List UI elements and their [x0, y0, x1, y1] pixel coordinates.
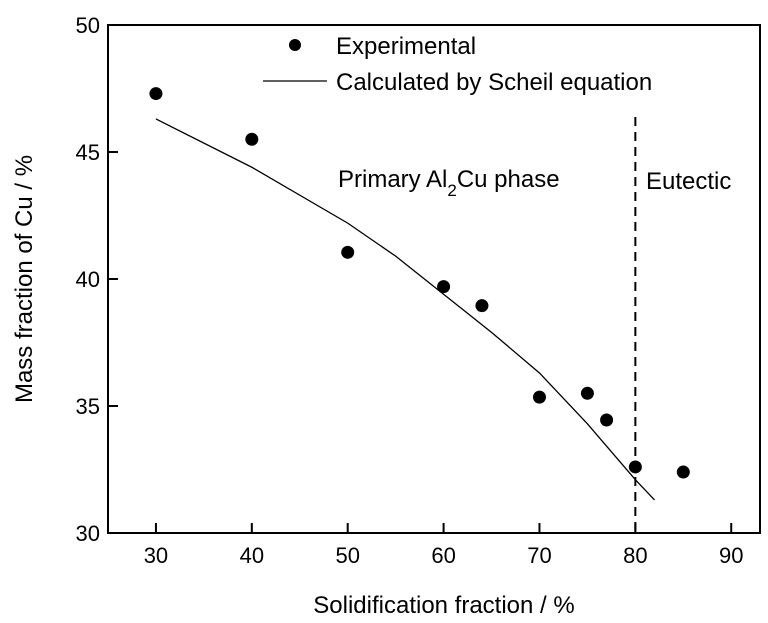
data-point	[600, 413, 614, 427]
data-point	[532, 390, 546, 404]
data-point	[580, 386, 594, 400]
y-tick-label: 45	[76, 140, 100, 165]
data-point	[341, 245, 355, 259]
experimental-points	[149, 87, 690, 479]
x-tick-label: 60	[431, 543, 455, 568]
data-point	[676, 465, 690, 479]
scheil-curve	[155, 118, 656, 501]
y-tick-label: 35	[76, 394, 100, 419]
data-point	[245, 132, 259, 146]
x-tick-label: 90	[719, 543, 743, 568]
x-tick-label: 30	[144, 543, 168, 568]
data-point	[149, 87, 163, 101]
y-axis-ticks: 30 35 40 45 50	[76, 13, 118, 546]
legend-marker-experimental	[289, 39, 301, 51]
x-axis-label: Solidification fraction / %	[313, 592, 574, 619]
x-tick-label: 70	[527, 543, 551, 568]
y-tick-label: 40	[76, 267, 100, 292]
data-point	[437, 280, 451, 294]
data-point	[628, 460, 642, 474]
legend-label-experimental: Experimental	[336, 33, 476, 60]
legend-label-calculated: Calculated by Scheil equation	[336, 69, 652, 96]
plot-frame	[107, 24, 761, 534]
x-tick-label: 80	[623, 543, 647, 568]
data-point	[475, 299, 489, 313]
y-tick-label: 30	[76, 521, 100, 546]
annotation-eutectic: Eutectic	[646, 168, 731, 195]
x-tick-label: 40	[240, 543, 264, 568]
x-tick-label: 50	[335, 543, 359, 568]
y-tick-label: 50	[76, 13, 100, 38]
y-axis-label: Mass fraction of Cu / %	[11, 155, 38, 403]
x-axis-ticks: 30 40 50 60 70 80 90	[144, 523, 743, 568]
annotation-primary-phase: Primary Al2Cu phase	[338, 166, 560, 200]
